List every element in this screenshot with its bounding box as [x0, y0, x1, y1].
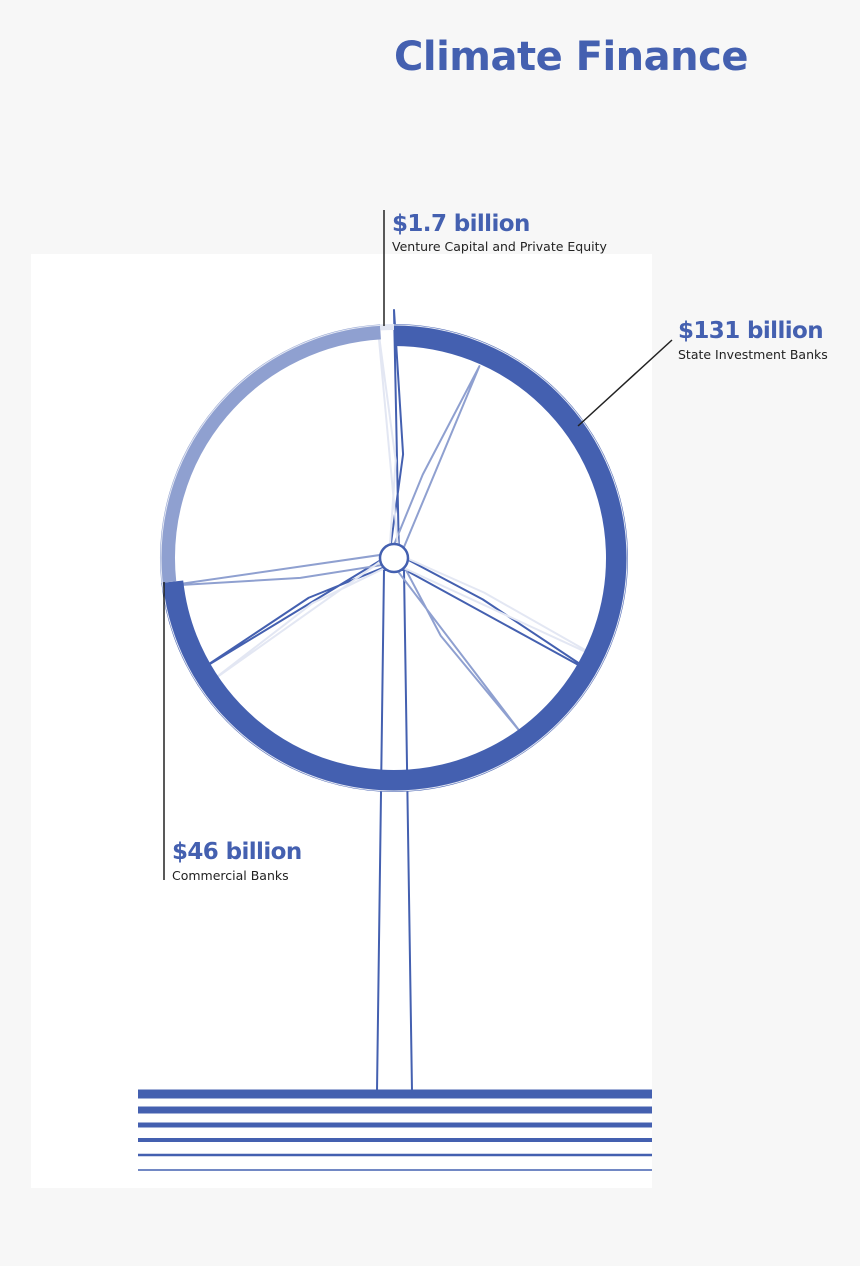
leader-line-0: [577, 339, 673, 427]
blade-light-1: [388, 365, 481, 562]
slice-value-label-1: $46 billion: [172, 839, 302, 865]
pie-ring: [160, 324, 628, 792]
blade-light-2: [388, 554, 522, 734]
slice-labels: $131 billion State Investment Banks $46 bi…: [163, 210, 828, 883]
blade-faint-2: [390, 552, 602, 660]
slice-category-label-1: Commercial Banks: [172, 868, 289, 883]
blade-dark-2: [390, 552, 597, 676]
tower-outline: [375, 569, 414, 1092]
slice-category-label-2: Venture Capital and Private Equity: [392, 239, 608, 254]
pie-slice-0: [161, 324, 628, 792]
slice-value-label-0: $131 billion: [678, 318, 823, 344]
page-title: Climate Finance: [394, 34, 748, 80]
turbine-tower: [375, 569, 414, 1092]
slice-value-label-2: $1.7 billion: [392, 211, 530, 237]
slice-category-label-0: State Investment Banks: [678, 347, 828, 362]
ring-outline: [160, 324, 628, 792]
turbine-hub: [378, 542, 410, 574]
ground-lines: [138, 1089, 652, 1171]
pie-slice-1: [160, 324, 381, 583]
